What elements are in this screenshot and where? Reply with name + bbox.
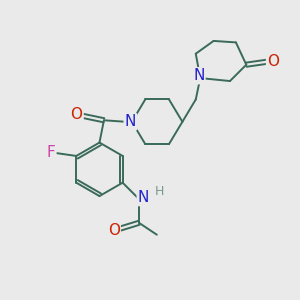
Text: N: N	[138, 190, 149, 205]
Text: O: O	[267, 54, 279, 69]
Text: H: H	[154, 185, 164, 198]
Text: O: O	[108, 223, 120, 238]
Text: N: N	[125, 114, 136, 129]
Text: N: N	[193, 68, 204, 83]
Text: O: O	[70, 107, 83, 122]
Text: F: F	[47, 146, 56, 160]
